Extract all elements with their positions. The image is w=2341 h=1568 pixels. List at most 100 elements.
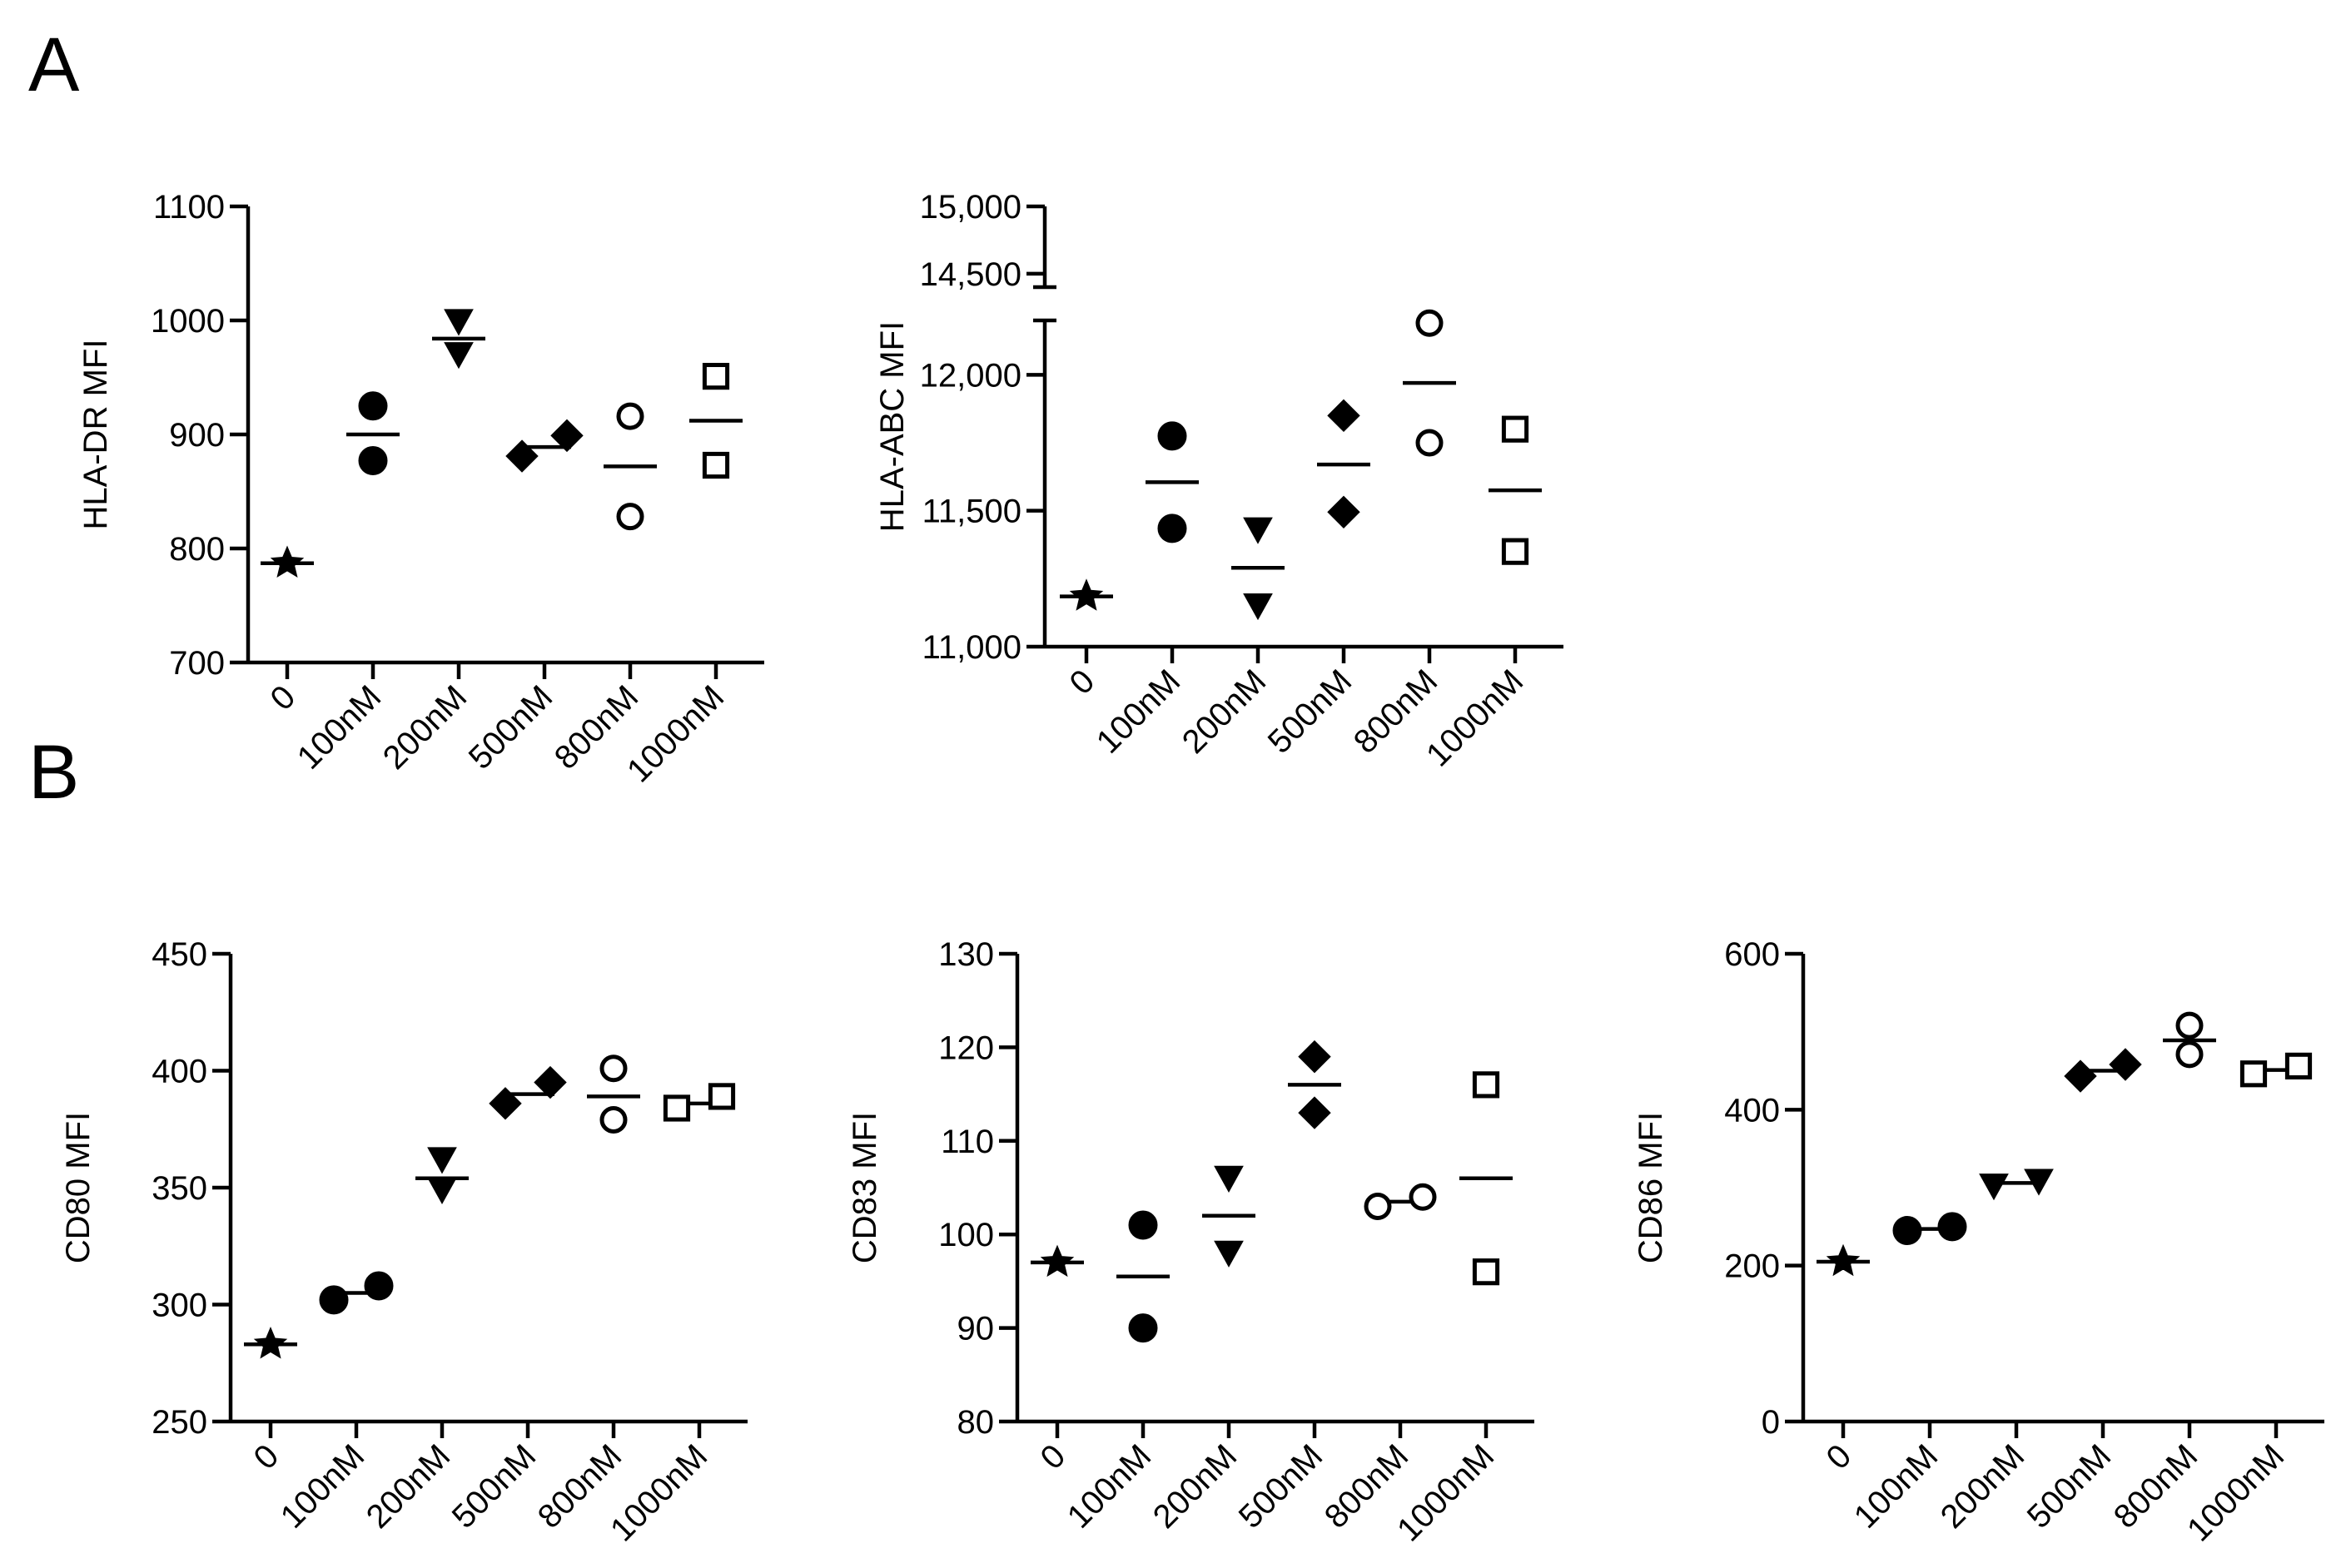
x-tick-label: 1000nM xyxy=(2180,1437,2291,1548)
y-tick-label: 0 xyxy=(1762,1404,1780,1441)
y-tick-label: 11,000 xyxy=(922,629,1021,666)
y-tick-label: 15,000 xyxy=(920,189,1021,226)
diamond-marker xyxy=(2064,1059,2097,1093)
open-square-marker xyxy=(702,451,730,479)
open-circle-marker xyxy=(1364,1192,1392,1220)
x-tick-label: 0 xyxy=(1063,662,1102,702)
y-tick-label: 400 xyxy=(1724,1092,1780,1129)
scatter-chart-1: 700 800 900 1000 1100 HLA-DR MFI 0100nM200nM50… xyxy=(77,189,764,790)
filled-circle-marker xyxy=(358,446,388,476)
x-tick-label: 1000nM xyxy=(620,678,731,789)
y-tick-label: 110 xyxy=(941,1124,994,1160)
y-tick-label: 700 xyxy=(169,645,225,682)
diamond-marker xyxy=(505,439,539,473)
open-square-marker xyxy=(1501,538,1529,565)
open-square-marker xyxy=(708,1083,736,1110)
x-tick-label: 0 xyxy=(1034,1437,1073,1476)
scatter-chart-2: 11,000 11,500 12,000 14,500 15,000 HLA-ABC MF… xyxy=(874,189,1563,774)
x-tick-label: 1000nM xyxy=(1419,662,1530,773)
star-marker xyxy=(1826,1243,1861,1277)
filled-circle-marker xyxy=(358,391,388,421)
x-tick-label: 100nM xyxy=(291,678,389,777)
x-tick-label: 0 xyxy=(264,678,303,717)
triangle-down-marker xyxy=(1243,593,1273,621)
x-tick-label: 1000nM xyxy=(1390,1437,1501,1548)
open-circle-marker xyxy=(2175,1040,2204,1069)
diamond-marker xyxy=(1298,1040,1331,1074)
filled-circle-marker xyxy=(1157,421,1187,451)
star-marker xyxy=(253,1327,288,1359)
triangle-down-marker xyxy=(444,342,474,370)
triangle-down-marker xyxy=(1979,1174,2009,1201)
triangle-down-marker xyxy=(1243,517,1273,544)
open-circle-marker xyxy=(616,402,644,430)
x-tick-label: 100nM xyxy=(1061,1437,1159,1536)
y-tick-label: 12,000 xyxy=(920,357,1021,394)
diamond-marker xyxy=(550,419,584,453)
panel-letter-b: B xyxy=(28,730,80,815)
y-tick-label: 400 xyxy=(152,1054,207,1090)
open-square-marker xyxy=(2284,1052,2313,1079)
triangle-down-marker xyxy=(444,309,474,336)
x-tick-label: 200nM xyxy=(1146,1437,1245,1536)
x-tick-label: 500nM xyxy=(445,1437,544,1536)
x-tick-label: 200nM xyxy=(360,1437,458,1536)
diamond-marker xyxy=(534,1065,567,1099)
open-square-marker xyxy=(2239,1060,2268,1088)
triangle-down-marker xyxy=(2024,1169,2054,1196)
filled-circle-marker xyxy=(1128,1313,1158,1343)
filled-circle-marker xyxy=(1157,514,1187,543)
open-circle-marker xyxy=(1415,429,1444,457)
triangle-down-marker xyxy=(1214,1240,1244,1268)
y-tick-label: 1000 xyxy=(151,303,225,340)
filled-circle-marker xyxy=(1937,1212,1967,1242)
diamond-marker xyxy=(2109,1048,2142,1081)
x-tick-label: 500nM xyxy=(462,678,560,777)
triangle-down-marker xyxy=(1214,1165,1244,1193)
x-tick-label: 100nM xyxy=(1847,1437,1946,1536)
x-tick-label: 0 xyxy=(247,1437,286,1476)
x-tick-label: 100nM xyxy=(1090,662,1188,761)
y-tick-label: 450 xyxy=(152,936,207,973)
y-axis-title: CD86 MFI xyxy=(1633,1112,1669,1263)
filled-circle-marker xyxy=(364,1271,394,1301)
panel-letter-a: A xyxy=(28,22,80,107)
star-marker xyxy=(1069,578,1104,611)
y-tick-label: 600 xyxy=(1724,936,1780,973)
y-tick-label: 1100 xyxy=(153,189,225,226)
y-tick-label: 130 xyxy=(938,936,994,973)
x-tick-label: 100nM xyxy=(274,1437,372,1536)
open-square-marker xyxy=(663,1094,691,1122)
x-tick-label: 1000nM xyxy=(604,1437,714,1548)
y-tick-label: 900 xyxy=(169,417,225,454)
triangle-down-marker xyxy=(427,1177,457,1204)
x-tick-label: 0 xyxy=(1820,1437,1859,1476)
y-tick-label: 90 xyxy=(957,1311,995,1347)
open-square-marker xyxy=(702,363,730,390)
open-circle-marker xyxy=(599,1106,628,1134)
x-tick-label: 200nM xyxy=(1175,662,1274,761)
x-tick-label: 500nM xyxy=(2020,1437,2119,1536)
x-tick-label: 500nM xyxy=(1261,662,1359,761)
y-tick-label: 11,500 xyxy=(922,494,1021,530)
y-tick-label: 100 xyxy=(938,1217,994,1253)
y-tick-label: 200 xyxy=(1724,1248,1780,1285)
diamond-marker xyxy=(1327,399,1360,433)
filled-circle-marker xyxy=(1892,1216,1922,1246)
open-circle-marker xyxy=(2175,1011,2204,1040)
open-square-marker xyxy=(1501,415,1529,443)
filled-circle-marker xyxy=(319,1285,349,1315)
y-tick-label: 120 xyxy=(938,1030,994,1066)
x-tick-label: 500nM xyxy=(1232,1437,1330,1536)
open-square-marker xyxy=(1472,1258,1500,1286)
triangle-down-marker xyxy=(427,1147,457,1174)
y-axis-title: HLA-DR MFI xyxy=(77,340,114,530)
star-marker xyxy=(270,545,305,578)
y-tick-label: 300 xyxy=(152,1288,207,1324)
y-tick-label: 80 xyxy=(957,1404,995,1441)
filled-circle-marker xyxy=(1128,1210,1158,1240)
y-tick-label: 800 xyxy=(169,531,225,568)
